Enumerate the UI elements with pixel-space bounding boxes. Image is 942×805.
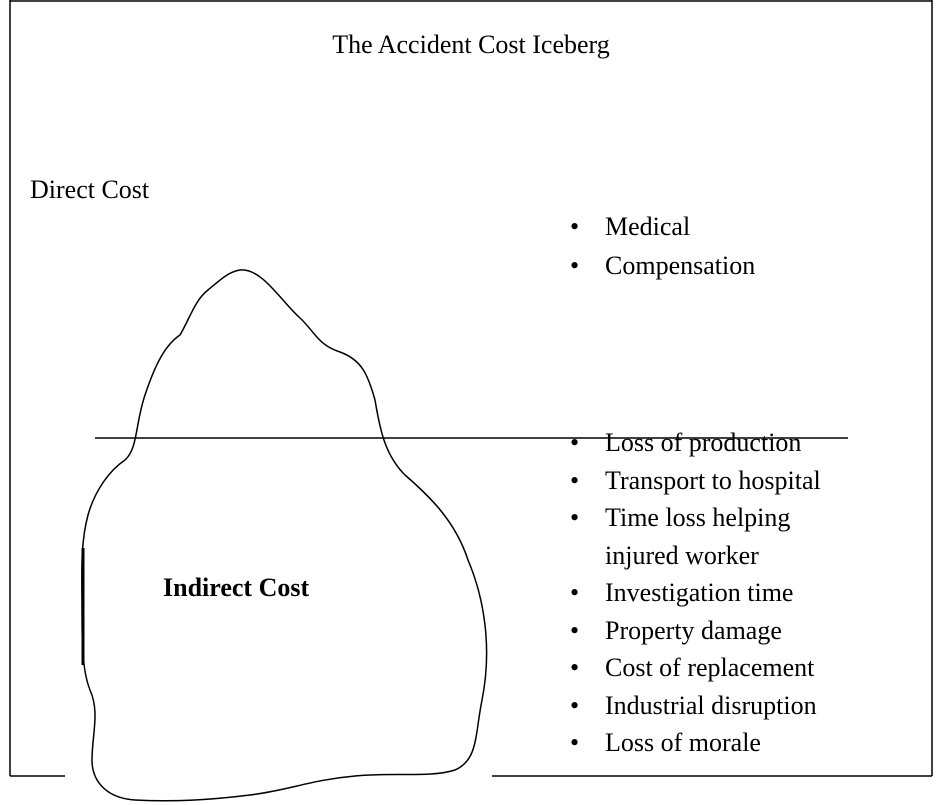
cost-item: Cost of replacement xyxy=(570,649,821,687)
cost-item: Industrial disruption xyxy=(570,687,821,725)
iceberg-outline xyxy=(82,270,487,801)
cost-item: Loss of morale xyxy=(570,724,821,762)
cost-item: Time loss helping injured worker xyxy=(570,499,815,574)
cost-item: Transport to hospital xyxy=(570,462,821,500)
indirect-cost-label: Indirect Cost xyxy=(163,573,309,603)
cost-item: Property damage xyxy=(570,612,821,650)
cost-item: Loss of production xyxy=(570,424,821,462)
title: The Accident Cost Iceberg xyxy=(0,30,942,60)
indirect-cost-list: Loss of productionTransport to hospitalT… xyxy=(570,424,821,762)
direct-cost-list: MedicalCompensation xyxy=(570,207,755,285)
page: The Accident Cost Iceberg Direct Cost In… xyxy=(0,0,942,805)
cost-item: Compensation xyxy=(570,246,755,285)
cost-item: Investigation time xyxy=(570,574,821,612)
direct-cost-label: Direct Cost xyxy=(30,175,149,205)
cost-item: Medical xyxy=(570,207,755,246)
